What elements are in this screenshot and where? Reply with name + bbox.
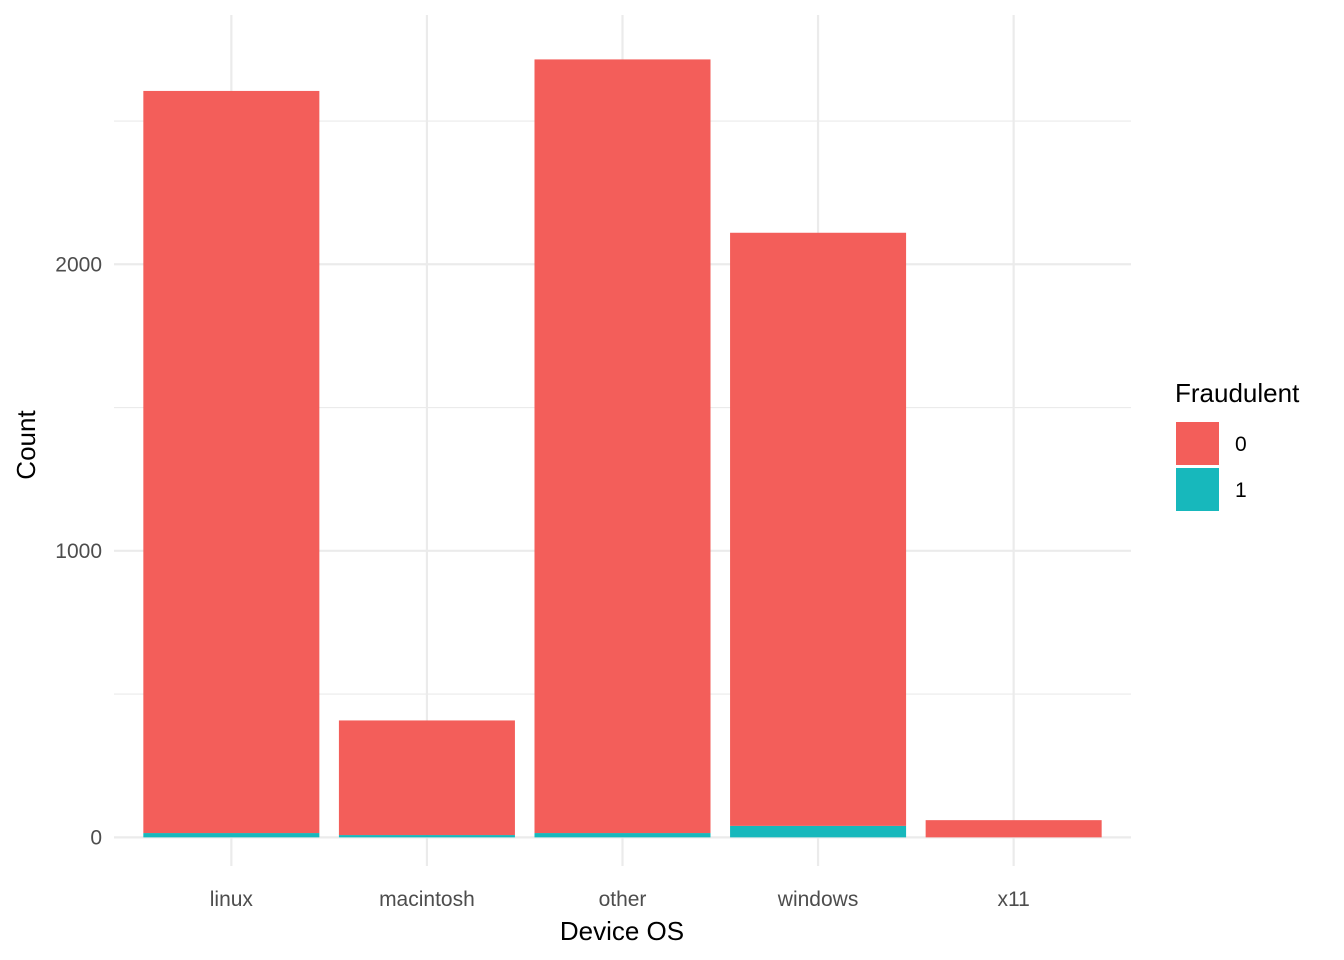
- x-tick-labels: linux macintosh other windows x11: [210, 888, 1030, 911]
- bar-macintosh-fraudulent-1: [338, 835, 515, 838]
- y-tick-label: 2000: [55, 253, 102, 276]
- legend-title: Fraudulent: [1175, 378, 1300, 408]
- x-tick-label-windows: windows: [777, 888, 859, 911]
- bars: [143, 59, 1102, 838]
- legend-label-0: 0: [1235, 433, 1247, 456]
- legend: Fraudulent 0 1: [1175, 378, 1300, 511]
- legend-key-0: [1176, 422, 1219, 465]
- bar-windows-fraudulent-1: [730, 825, 907, 838]
- x-tick-label-other: other: [599, 888, 647, 911]
- y-tick-label: 0: [90, 826, 102, 849]
- bar-linux-fraudulent-1: [143, 833, 320, 838]
- x-tick-label-macintosh: macintosh: [379, 888, 475, 911]
- bar-macintosh-fraudulent-0: [338, 720, 515, 836]
- bar-linux-fraudulent-0: [143, 90, 320, 834]
- bar-other-fraudulent-0: [534, 59, 711, 834]
- legend-label-1: 1: [1235, 479, 1247, 502]
- legend-key-1: [1176, 468, 1219, 511]
- bar-x11-fraudulent-0: [925, 820, 1102, 838]
- y-tick-labels: 0 1000 2000: [55, 253, 102, 849]
- bar-windows-fraudulent-0: [730, 232, 907, 826]
- x-tick-label-linux: linux: [210, 888, 254, 911]
- bar-other-fraudulent-1: [534, 833, 711, 838]
- x-tick-label-x11: x11: [997, 888, 1029, 911]
- y-tick-label: 1000: [55, 540, 102, 563]
- y-axis-title: Count: [11, 410, 41, 480]
- x-axis-title: Device OS: [560, 916, 684, 946]
